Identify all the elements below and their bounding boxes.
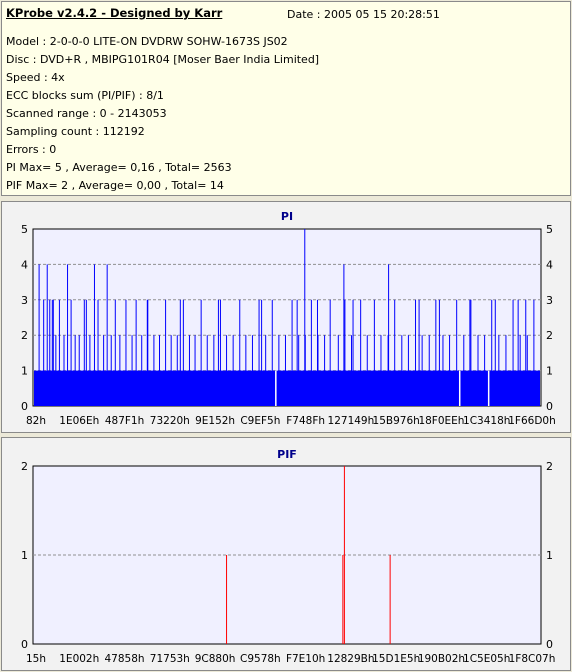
y-tick-label-left: 0 <box>21 400 28 413</box>
y-tick-label-right: 0 <box>546 638 553 651</box>
errors-line: Errors : 0 <box>6 143 57 156</box>
x-tick-label: 9E152h <box>195 415 235 427</box>
range-line: Scanned range : 0 - 2143053 <box>6 107 167 120</box>
y-tick-label-left: 4 <box>21 258 28 271</box>
x-tick-label: C9EF5h <box>240 415 280 427</box>
sampling-line: Sampling count : 112192 <box>6 125 145 138</box>
chart-title: PI <box>281 210 293 223</box>
x-tick-label: 1E002h <box>59 653 99 665</box>
y-tick-label-left: 3 <box>21 294 28 307</box>
scan-date: Date : 2005 05 15 20:28:51 <box>287 8 440 21</box>
y-tick-label-right: 3 <box>546 294 553 307</box>
y-tick-label-left: 2 <box>21 329 28 342</box>
model-line: Model : 2-0-0-0 LITE-ON DVDRW SOHW-1673S… <box>6 35 288 48</box>
y-tick-label-right: 2 <box>546 329 553 342</box>
x-tick-label: C9578h <box>240 653 281 665</box>
x-tick-label: 1F8C07h <box>509 653 556 665</box>
y-tick-label-left: 5 <box>21 223 28 236</box>
x-tick-label: 71753h <box>150 653 190 665</box>
y-tick-label-right: 0 <box>546 400 553 413</box>
x-tick-label: F748Fh <box>286 415 325 427</box>
x-tick-label: 82h <box>26 415 46 427</box>
x-tick-label: 9C880h <box>195 653 236 665</box>
x-tick-label: 1C5E05h <box>463 653 510 665</box>
baseline-band <box>34 370 540 406</box>
x-tick-label: 190B02h <box>418 653 465 665</box>
app-title: KProbe v2.4.2 - Designed by Karr <box>6 6 223 20</box>
y-tick-label-right: 4 <box>546 258 553 271</box>
pif-summary-line: PIF Max= 2 , Average= 0,00 , Total= 14 <box>6 179 224 192</box>
y-tick-label-right: 5 <box>546 223 553 236</box>
chart-title: PIF <box>277 448 297 461</box>
x-tick-label: 487F1h <box>105 415 144 427</box>
pif-chart: PIF 0 0 1 1 2 2 15h 1E002h 47858h 71753h 9C880h C957… <box>21 448 556 665</box>
y-tick-label-left: 2 <box>21 460 28 473</box>
pi-chart-panel: PI 0 0 1 1 2 2 3 3 4 4 5 5 82h 1E06Eh 487F1h 73220h 9E152… <box>1 201 571 433</box>
x-tick-label: 1C3418h <box>463 415 510 427</box>
disc-line: Disc : DVD+R , MBIPG101R04 [Moser Baer I… <box>6 53 320 66</box>
y-tick-label-left: 0 <box>21 638 28 651</box>
x-tick-label: 15h <box>26 653 46 665</box>
plot-area <box>32 465 542 645</box>
pi-chart: PI 0 0 1 1 2 2 3 3 4 4 5 5 82h 1E06Eh 487F1h 73220h 9E152… <box>21 210 556 427</box>
y-tick-label-left: 1 <box>21 365 28 378</box>
x-tick-label: 127149h <box>328 415 375 427</box>
x-tick-label: 47858h <box>105 653 145 665</box>
x-tick-label: 15D1E5h <box>372 653 420 665</box>
info-panel: KProbe v2.4.2 - Designed by Karr Date : … <box>1 1 571 196</box>
x-tick-label: 12829Bh <box>327 653 374 665</box>
x-tick-label: 73220h <box>150 415 190 427</box>
x-tick-label: 1E06Eh <box>59 415 99 427</box>
y-tick-label-left: 1 <box>21 549 28 562</box>
pi-summary-line: PI Max= 5 , Average= 0,16 , Total= 2563 <box>6 161 232 174</box>
x-tick-label: F7E10h <box>286 653 325 665</box>
pif-chart-panel: PIF 0 0 1 1 2 2 15h 1E002h 47858h 71753h 9C880h C957… <box>1 437 571 671</box>
x-tick-label: 18F0EEh <box>418 415 464 427</box>
y-tick-label-right: 1 <box>546 549 553 562</box>
x-tick-label: 15B976h <box>373 415 420 427</box>
ecc-line: ECC blocks sum (PI/PIF) : 8/1 <box>6 89 164 102</box>
y-tick-label-right: 1 <box>546 365 553 378</box>
y-tick-label-right: 2 <box>546 460 553 473</box>
x-tick-label: 1F66D0h <box>508 415 556 427</box>
speed-line: Speed : 4x <box>6 71 65 84</box>
